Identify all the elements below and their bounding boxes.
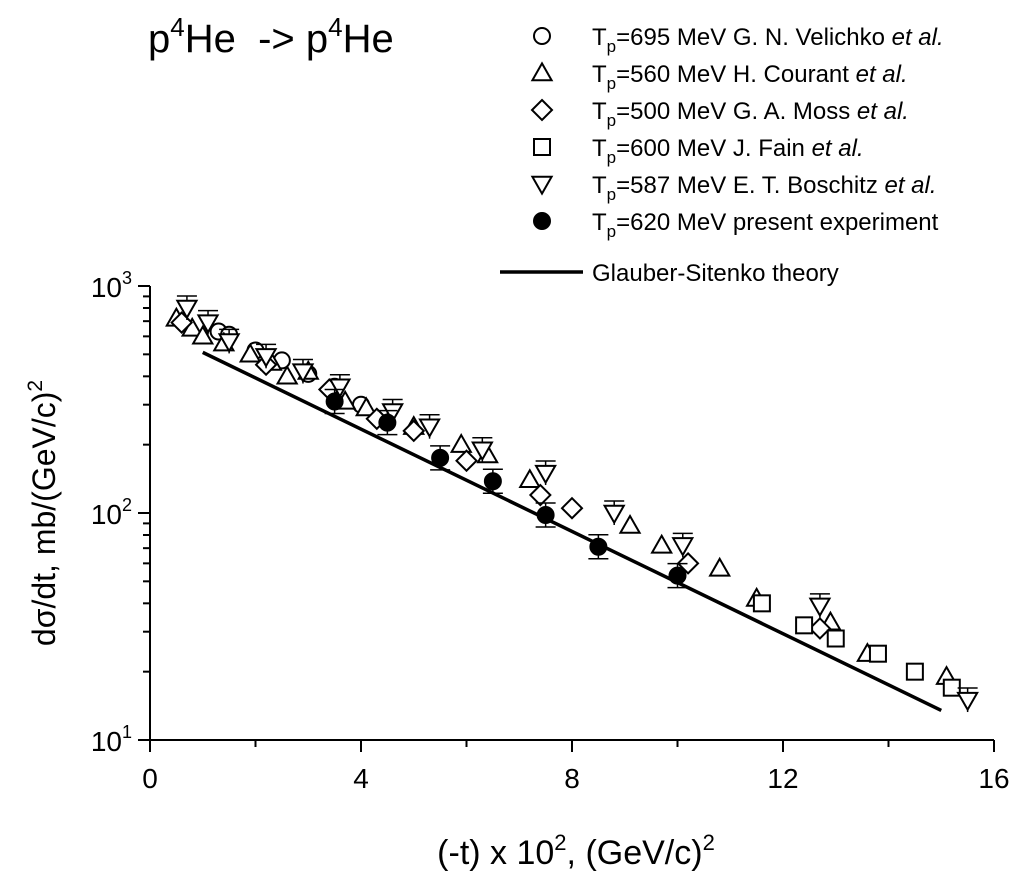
legend-item: Tp=587 MeV E. T. Boschitz et al. bbox=[530, 172, 937, 204]
data-point bbox=[536, 505, 555, 524]
data-points bbox=[165, 295, 979, 713]
data-point bbox=[275, 364, 299, 385]
x-label-text: , (GeV/c) bbox=[567, 834, 703, 872]
data-point bbox=[650, 533, 673, 554]
data-point bbox=[534, 464, 557, 485]
data-point bbox=[668, 566, 687, 585]
legend-item: Tp=500 MeV G. A. Moss et al. bbox=[530, 98, 909, 130]
data-point bbox=[378, 413, 397, 432]
data-point bbox=[518, 468, 542, 489]
data-point bbox=[217, 333, 241, 354]
x-axis-label: (-t) x 102, (GeV/c)2 bbox=[437, 830, 715, 872]
data-point bbox=[618, 513, 642, 534]
series-3 bbox=[752, 594, 961, 697]
data-point bbox=[752, 594, 771, 613]
data-point bbox=[455, 449, 478, 473]
series-4 bbox=[175, 295, 979, 713]
legend-item: Tp=695 MeV G. N. Velichko et al. bbox=[533, 24, 944, 56]
legend-marker bbox=[533, 138, 551, 156]
theory-line bbox=[201, 350, 943, 712]
y-ticks: 101 102 103 bbox=[91, 268, 150, 757]
data-point bbox=[602, 504, 626, 525]
title-part: p bbox=[148, 17, 170, 61]
x-tick-label: 16 bbox=[978, 763, 1009, 794]
legend-marker bbox=[530, 61, 554, 82]
legend-label: Tp=560 MeV H. Courant et al. bbox=[592, 61, 908, 93]
legend-marker bbox=[530, 175, 554, 196]
data-point bbox=[431, 448, 450, 467]
data-point bbox=[905, 662, 924, 681]
x-tick-label: 0 bbox=[142, 763, 158, 794]
x-label-superscript: 2 bbox=[554, 830, 566, 855]
data-point bbox=[483, 472, 502, 491]
legend-item: Tp=560 MeV H. Courant et al. bbox=[530, 61, 908, 93]
theory-line-group bbox=[201, 350, 943, 712]
data-point bbox=[671, 537, 695, 558]
x-label-text: (-t) x 10 bbox=[437, 834, 554, 872]
data-point bbox=[175, 299, 199, 320]
series-5 bbox=[324, 388, 688, 589]
legend-marker bbox=[533, 212, 551, 230]
y-tick-label: 102 bbox=[91, 495, 132, 530]
data-point bbox=[528, 483, 552, 507]
x-tick-label: 12 bbox=[767, 763, 798, 794]
y-tick-label: 103 bbox=[91, 268, 132, 303]
data-point bbox=[868, 644, 887, 663]
legend-item: Tp=600 MeV J. Fain et al. bbox=[533, 135, 864, 167]
x-label-superscript: 2 bbox=[703, 830, 715, 855]
data-point bbox=[808, 617, 832, 640]
data-point bbox=[471, 441, 494, 462]
title-part: He -> p bbox=[185, 17, 328, 61]
data-point bbox=[449, 433, 473, 453]
y-label-text: dσ/dt, mb/(GeV/c) bbox=[26, 392, 62, 646]
legend: Tp=695 MeV G. N. Velichko et al. Tp=560 M… bbox=[500, 24, 944, 287]
x-tick-label: 8 bbox=[564, 763, 580, 794]
title-superscript: 4 bbox=[328, 12, 342, 42]
data-point bbox=[328, 378, 352, 399]
legend-item-theory: Glauber-Sitenko theory bbox=[500, 260, 839, 287]
x-ticks: 0 4 8 12 16 bbox=[142, 740, 1010, 794]
legend-label: Glauber-Sitenko theory bbox=[592, 260, 839, 287]
data-point bbox=[708, 556, 732, 577]
legend-label: Tp=587 MeV E. T. Boschitz et al. bbox=[592, 172, 937, 204]
legend-marker bbox=[533, 27, 551, 45]
chart-title: p4He -> p4He bbox=[148, 12, 394, 61]
data-point bbox=[191, 324, 215, 345]
data-point bbox=[291, 363, 315, 384]
y-tick-label: 101 bbox=[91, 722, 132, 757]
data-point bbox=[808, 597, 832, 618]
legend-item: Tp=620 MeV present experiment bbox=[533, 209, 939, 241]
data-point bbox=[402, 419, 426, 443]
data-point bbox=[418, 418, 441, 439]
data-point bbox=[589, 537, 608, 556]
data-point bbox=[676, 551, 700, 575]
series-2 bbox=[170, 311, 832, 640]
legend-label: Tp=600 MeV J. Fain et al. bbox=[592, 135, 864, 167]
legend-marker bbox=[530, 98, 554, 122]
data-point bbox=[254, 348, 278, 368]
x-tick-label: 4 bbox=[353, 763, 369, 794]
legend-label: Tp=500 MeV G. A. Moss et al. bbox=[592, 98, 909, 130]
data-point bbox=[560, 496, 584, 520]
title-superscript: 4 bbox=[170, 12, 184, 42]
data-point bbox=[325, 392, 344, 411]
data-point bbox=[826, 629, 845, 648]
data-point bbox=[956, 691, 979, 712]
y-axis-label: dσ/dt, mb/(GeV/c)2 bbox=[24, 380, 62, 646]
title-part: He bbox=[343, 17, 394, 61]
data-point bbox=[795, 616, 814, 635]
data-point bbox=[354, 396, 378, 417]
legend-label: Tp=620 MeV present experiment bbox=[592, 209, 939, 241]
y-label-superscript: 2 bbox=[24, 380, 47, 392]
data-point bbox=[238, 342, 262, 363]
legend-label: Tp=695 MeV G. N. Velichko et al. bbox=[592, 24, 944, 56]
data-point bbox=[196, 314, 220, 335]
